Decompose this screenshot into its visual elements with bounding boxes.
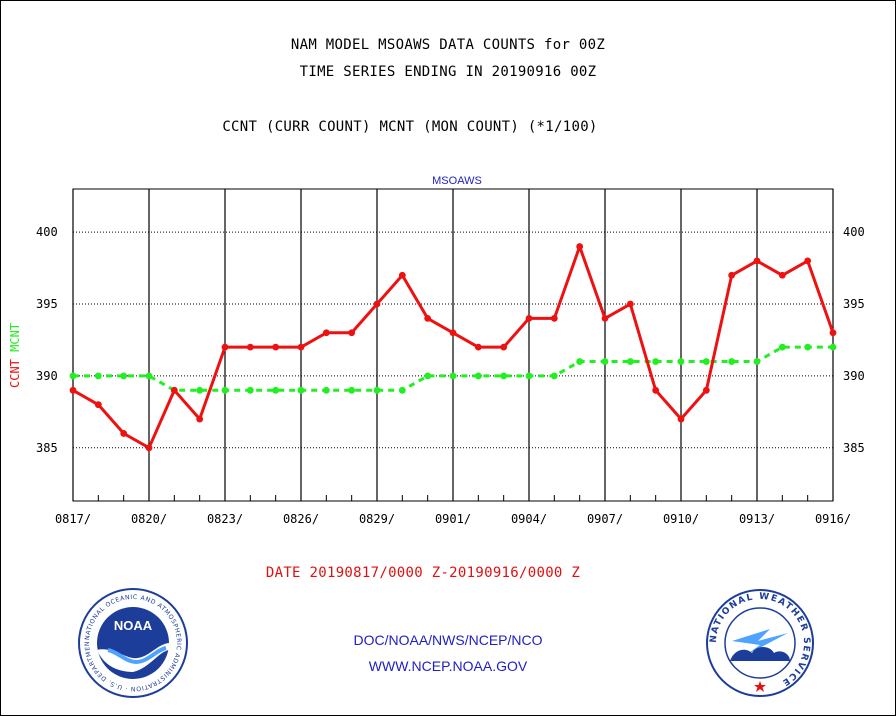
data-point-ccnt xyxy=(474,343,482,351)
data-point-mcnt xyxy=(373,386,381,394)
data-point-mcnt xyxy=(424,372,432,380)
data-point-mcnt xyxy=(804,343,812,351)
data-point-ccnt xyxy=(196,415,204,423)
org-label: DOC/NOAA/NWS/NCEP/NCO xyxy=(353,632,543,648)
data-point-ccnt xyxy=(69,386,77,394)
y-tick-label-right: 395 xyxy=(843,297,865,311)
data-point-mcnt xyxy=(474,372,482,380)
x-tick-label: 0904/ xyxy=(511,512,547,526)
x-tick-label: 0916/ xyxy=(815,512,851,526)
data-point-ccnt xyxy=(272,343,280,351)
data-point-mcnt xyxy=(626,358,634,365)
data-point-ccnt xyxy=(221,343,229,351)
data-point-ccnt xyxy=(500,343,508,351)
data-point-mcnt xyxy=(322,386,330,394)
y-tick-label-right: 390 xyxy=(843,369,865,383)
y-tick-label-left: 390 xyxy=(36,369,58,383)
data-point-ccnt xyxy=(525,315,533,322)
data-point-mcnt xyxy=(677,358,685,365)
data-point-ccnt xyxy=(145,444,153,452)
x-tick-label: 0820/ xyxy=(131,512,167,526)
y-tick-label-left: 385 xyxy=(36,441,58,455)
data-point-ccnt xyxy=(120,430,128,437)
data-point-ccnt xyxy=(348,329,356,337)
y-axis-label-ccnt: CCNT xyxy=(8,359,22,388)
data-point-ccnt xyxy=(373,300,381,308)
data-point-mcnt xyxy=(246,386,254,394)
data-point-ccnt xyxy=(322,329,330,337)
data-point-ccnt xyxy=(601,315,609,322)
data-point-ccnt xyxy=(297,343,305,351)
x-tick-label: 0817/ xyxy=(55,512,91,526)
data-point-mcnt xyxy=(94,372,102,380)
data-point-mcnt xyxy=(145,372,153,380)
y-tick-label-left: 395 xyxy=(36,297,58,311)
url-link[interactable]: WWW.NCEP.NOAA.GOV xyxy=(368,658,528,674)
data-point-ccnt xyxy=(702,386,710,394)
data-point-ccnt xyxy=(246,343,254,351)
y-tick-label-right: 400 xyxy=(843,225,865,239)
data-point-mcnt xyxy=(550,372,558,380)
data-point-mcnt xyxy=(348,386,356,394)
data-point-mcnt xyxy=(221,386,229,394)
data-point-ccnt xyxy=(398,271,406,279)
header-legend-line: CCNT (CURR COUNT) MCNT (MON COUNT) (*1/1… xyxy=(222,119,598,135)
data-point-mcnt xyxy=(297,386,305,394)
data-point-ccnt xyxy=(449,329,457,337)
data-point-mcnt xyxy=(120,372,128,380)
data-point-ccnt xyxy=(728,271,736,279)
x-tick-label: 0826/ xyxy=(283,512,319,526)
data-point-ccnt xyxy=(424,315,432,322)
y-tick-label-right: 385 xyxy=(843,441,865,455)
data-point-ccnt xyxy=(829,329,837,337)
data-point-mcnt xyxy=(525,372,533,380)
y-axis-label-mcnt: MCNT xyxy=(8,323,22,359)
header-title-line2: TIME SERIES ENDING IN 20190916 00Z xyxy=(299,64,597,80)
data-point-mcnt xyxy=(702,358,710,365)
data-point-ccnt xyxy=(550,315,558,322)
x-tick-label: 0823/ xyxy=(207,512,243,526)
data-point-mcnt xyxy=(576,358,584,365)
x-tick-label: 0910/ xyxy=(663,512,699,526)
data-point-mcnt xyxy=(449,372,457,380)
data-point-ccnt xyxy=(94,401,102,409)
data-point-mcnt xyxy=(778,343,786,351)
data-point-mcnt xyxy=(753,358,761,365)
noaa-logo: NATIONAL OCEANIC AND ATMOSPHERIC ADMINIS… xyxy=(78,588,188,698)
data-point-mcnt xyxy=(272,386,280,394)
data-point-mcnt xyxy=(601,358,609,365)
date-range-label: DATE 20190817/0000 Z-20190916/0000 Z xyxy=(265,565,581,581)
data-point-ccnt xyxy=(677,415,685,423)
data-point-mcnt xyxy=(829,343,837,351)
data-point-ccnt xyxy=(753,257,761,265)
data-point-ccnt xyxy=(778,271,786,279)
data-point-mcnt xyxy=(652,358,660,365)
data-point-ccnt xyxy=(804,257,812,265)
nws-logo: NATIONAL WEATHER SERVICE xyxy=(706,589,814,697)
data-point-ccnt xyxy=(170,386,178,394)
data-point-ccnt xyxy=(576,243,584,250)
data-point-mcnt xyxy=(196,386,204,394)
data-point-mcnt xyxy=(398,386,406,394)
data-point-mcnt xyxy=(728,358,736,365)
y-tick-label-left: 400 xyxy=(36,225,58,239)
y-axis-label: CCNT MCNT xyxy=(8,323,22,388)
x-tick-label: 0901/ xyxy=(435,512,471,526)
x-tick-label: 0913/ xyxy=(739,512,775,526)
data-point-mcnt xyxy=(69,372,77,380)
data-point-ccnt xyxy=(626,300,634,308)
data-point-ccnt xyxy=(652,386,660,394)
header-title-line1: NAM MODEL MSOAWS DATA COUNTS for 00Z xyxy=(290,37,606,53)
data-point-mcnt xyxy=(500,372,508,380)
chart-title: MSOAWS xyxy=(432,175,482,187)
x-tick-label: 0907/ xyxy=(587,512,623,526)
noaa-logo-text: NOAA xyxy=(114,618,153,633)
x-tick-label: 0829/ xyxy=(359,512,395,526)
